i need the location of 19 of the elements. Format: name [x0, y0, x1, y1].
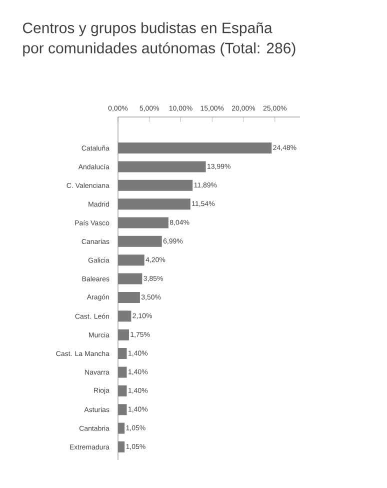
bar — [118, 292, 140, 303]
bar — [118, 441, 125, 452]
bar — [118, 254, 144, 266]
bar — [118, 348, 127, 360]
bar — [118, 422, 125, 434]
bar — [118, 161, 206, 172]
bar — [118, 310, 132, 322]
bar — [118, 142, 272, 154]
bar — [118, 217, 168, 228]
bar — [118, 198, 190, 210]
bar — [118, 385, 127, 396]
bar — [118, 273, 142, 284]
bar — [118, 329, 129, 340]
chart-subtitle: por comunidades autónomas (Total: 286) — [23, 42, 296, 56]
bar — [118, 366, 127, 378]
bar — [118, 404, 127, 416]
bar — [118, 236, 162, 247]
bar — [118, 180, 193, 191]
chart-title: Centros y grupos budistas en España — [22, 22, 272, 36]
